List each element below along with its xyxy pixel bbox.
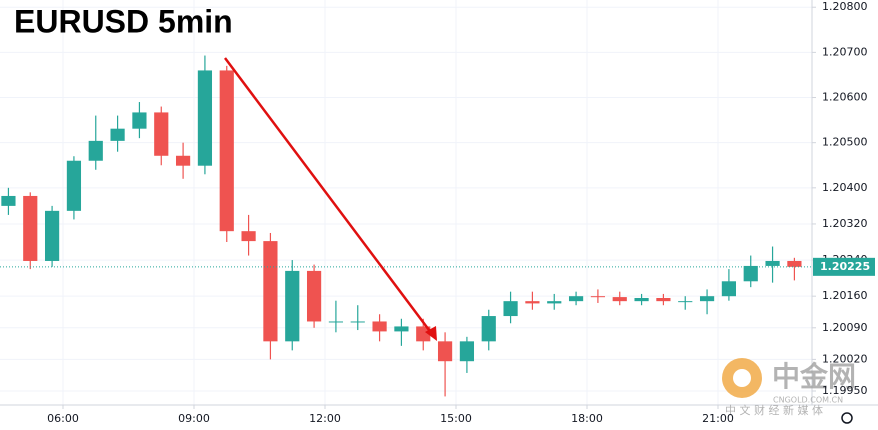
candle-body [481, 316, 496, 342]
arrow-line [224, 57, 433, 335]
x-tick-label: 06:00 [47, 412, 79, 425]
candle-body [568, 296, 584, 302]
watermark-site: CNGOLD.COM.CN [773, 396, 843, 405]
y-tick-label: 1.20160 [822, 289, 868, 302]
candle-body [285, 270, 300, 342]
candle-body [23, 195, 38, 261]
last-price-label: 1.20225 [820, 260, 870, 273]
candle-body [110, 128, 125, 141]
candle-body [612, 297, 627, 302]
y-tick-label: 1.19950 [822, 384, 868, 397]
candle-body [547, 301, 562, 304]
candle-body [743, 265, 758, 282]
x-tick-label: 18:00 [571, 412, 603, 425]
candle-body [154, 112, 169, 156]
y-tick-label: 1.20500 [822, 136, 868, 149]
candle-body [787, 260, 802, 267]
candle-body [241, 231, 256, 242]
axes: 1.20800 1.20700 1.20600 1.20500 1.20400 1.203… [47, 0, 875, 425]
y-tick-label: 1.20090 [822, 321, 868, 334]
candle-body [306, 270, 322, 322]
candle-body [437, 341, 453, 362]
candle-body [175, 155, 191, 166]
candle-body [721, 281, 737, 297]
candle-body [765, 260, 780, 266]
x-tick-label: 15:00 [440, 412, 472, 425]
watermark-name: 中金网 [772, 360, 856, 393]
watermark-slogan: 中 文 财 经 新 媒 体 [725, 403, 823, 417]
watermark: 中金网 CNGOLD.COM.CN 中 文 财 经 新 媒 体 [722, 358, 856, 417]
watermark-logo-inner [733, 369, 751, 387]
grid [0, 0, 812, 405]
candle-body [678, 301, 693, 303]
candle-body [197, 70, 213, 166]
candle-body [263, 241, 278, 342]
candle-body [699, 296, 715, 302]
candle-body [372, 321, 387, 332]
candle-body [88, 140, 103, 161]
candle-body [1, 195, 16, 206]
chart-title: EURUSD 5min [14, 3, 233, 39]
candle-body [350, 321, 365, 323]
y-tick-label: 1.20400 [822, 181, 868, 194]
x-tick-label: 12:00 [309, 412, 341, 425]
candle-body [132, 112, 147, 129]
candle-body [219, 70, 234, 232]
candle-body [394, 326, 409, 332]
candle-body [503, 301, 518, 317]
candle-body [328, 321, 344, 323]
settings-icon[interactable] [841, 412, 853, 424]
candle-body [44, 210, 60, 261]
y-tick-label: 1.20020 [822, 352, 868, 365]
candle-body [656, 297, 671, 302]
x-tick-label: 09:00 [178, 412, 210, 425]
arrow-head [425, 326, 437, 341]
candle-body [416, 326, 431, 342]
x-tick-label: 21:00 [702, 412, 734, 425]
candle-body [459, 341, 475, 362]
last-price-box [813, 257, 875, 276]
candle-body [525, 301, 540, 304]
candle-body [66, 160, 82, 211]
y-tick-label: 1.20700 [822, 45, 868, 58]
y-tick-label: 1.20320 [822, 217, 868, 230]
y-tick-label: 1.20600 [822, 91, 868, 104]
candle-body [634, 297, 649, 302]
y-tick-label: 1.20800 [822, 0, 868, 13]
plot [0, 55, 812, 397]
candle-body [590, 296, 606, 298]
